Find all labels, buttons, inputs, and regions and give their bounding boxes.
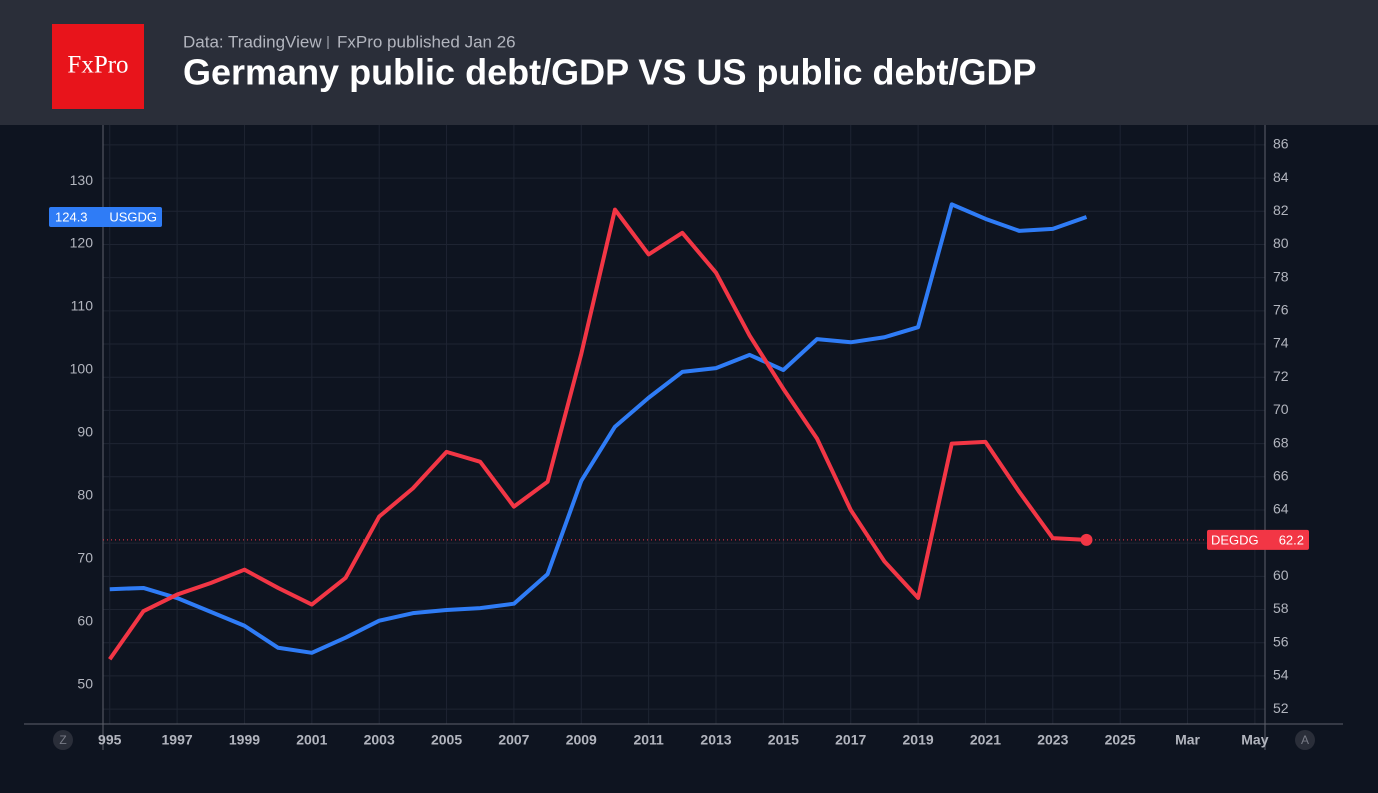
- x-tick-label: 2015: [768, 732, 799, 748]
- auto-button[interactable]: [1295, 730, 1315, 750]
- x-tick-label: 2021: [970, 732, 1001, 748]
- series-line: [109, 202, 1088, 655]
- y-tick-label: 70: [77, 550, 93, 566]
- x-tick-label: Mar: [1175, 732, 1200, 748]
- y-tick-label: 110: [71, 298, 94, 314]
- plot-background: [0, 125, 1378, 788]
- y2-tick-label: 64: [1273, 501, 1289, 517]
- y2-tick-label: 74: [1273, 335, 1289, 351]
- x-tick-label: 2013: [700, 732, 731, 748]
- x-tick-label: 995: [98, 732, 122, 748]
- x-tick-label: 2025: [1105, 732, 1136, 748]
- y2-tick-label: 56: [1273, 633, 1289, 649]
- y-tick-label: 100: [70, 361, 94, 377]
- y2-tick-label: 72: [1273, 368, 1289, 384]
- y2-tick-label: 66: [1273, 467, 1289, 483]
- y2-tick-label: 82: [1273, 202, 1289, 218]
- y2-tick-label: 70: [1273, 401, 1289, 417]
- x-tick-label: 2023: [1037, 732, 1068, 748]
- zoom-label[interactable]: Z: [59, 733, 66, 747]
- logo-box: [52, 24, 144, 109]
- y2-tick-label: 80: [1273, 235, 1289, 251]
- x-tick-label: 1999: [229, 732, 260, 748]
- last-point: [1080, 533, 1093, 546]
- tag-name: USGDG: [109, 209, 157, 224]
- y-tick-label: 130: [70, 172, 94, 188]
- value-tag: [1207, 529, 1309, 550]
- x-tick-label: 2001: [296, 732, 327, 748]
- value-tag: [49, 206, 162, 227]
- y2-tick-label: 52: [1273, 700, 1289, 716]
- header-bar: [0, 0, 1378, 125]
- y-tick-label: 60: [77, 613, 93, 629]
- source: Data: TradingView: [183, 32, 322, 51]
- tag-name: DEGDG: [1211, 532, 1259, 547]
- series-line: [108, 207, 1087, 661]
- zoom-button[interactable]: [53, 730, 73, 750]
- y-tick-label: 80: [77, 487, 93, 503]
- y2-tick-label: 86: [1273, 136, 1289, 152]
- y2-tick-label: 76: [1273, 302, 1289, 318]
- x-tick-label: 2019: [903, 732, 934, 748]
- y-tick-label: 120: [70, 235, 94, 251]
- x-tick-label: 2011: [633, 732, 664, 748]
- tag-value: 124.3: [55, 209, 88, 224]
- x-tick-label: May: [1241, 732, 1268, 748]
- x-tick-label: 2005: [431, 732, 462, 748]
- y2-tick-label: 54: [1273, 667, 1289, 683]
- y-tick-label: 90: [77, 424, 93, 440]
- x-tick-label: 2007: [498, 732, 529, 748]
- x-tick-label: 2017: [835, 732, 866, 748]
- x-tick-label: 2009: [566, 732, 597, 748]
- logo: FxPro: [67, 52, 128, 79]
- x-tick-label: 2003: [364, 732, 395, 748]
- y2-tick-label: 58: [1273, 600, 1289, 616]
- y2-tick-label: 68: [1273, 434, 1289, 450]
- publisher: FxPro published Jan 26: [337, 32, 516, 51]
- y2-tick-label: 78: [1273, 268, 1289, 284]
- x-tick-label: 1997: [162, 732, 193, 748]
- auto-label[interactable]: A: [1301, 733, 1309, 747]
- y2-tick-label: 84: [1273, 169, 1289, 185]
- y2-tick-label: 60: [1273, 567, 1289, 583]
- y-tick-label: 50: [77, 676, 93, 692]
- chart-title: Germany public debt/GDP VS US public deb…: [183, 52, 1036, 93]
- tag-value: 62.2: [1279, 532, 1304, 547]
- grid: [103, 125, 1265, 724]
